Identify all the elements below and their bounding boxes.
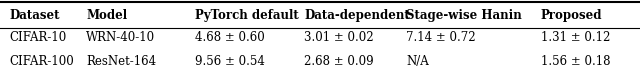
Text: CIFAR-100: CIFAR-100: [10, 55, 74, 68]
Text: WRN-40-10: WRN-40-10: [86, 31, 156, 44]
Text: 1.56 ± 0.18: 1.56 ± 0.18: [541, 55, 611, 68]
Text: PyTorch default: PyTorch default: [195, 9, 299, 22]
Text: N/A: N/A: [406, 55, 429, 68]
Text: Proposed: Proposed: [541, 9, 602, 22]
Text: CIFAR-10: CIFAR-10: [10, 31, 67, 44]
Text: ResNet-164: ResNet-164: [86, 55, 157, 68]
Text: 7.14 ± 0.72: 7.14 ± 0.72: [406, 31, 476, 44]
Text: Dataset: Dataset: [10, 9, 60, 22]
Text: Data-dependent: Data-dependent: [304, 9, 410, 22]
Text: Model: Model: [86, 9, 127, 22]
Text: 2.68 ± 0.09: 2.68 ± 0.09: [304, 55, 374, 68]
Text: 9.56 ± 0.54: 9.56 ± 0.54: [195, 55, 265, 68]
Text: 1.31 ± 0.12: 1.31 ± 0.12: [541, 31, 610, 44]
Text: Stage-wise Hanin: Stage-wise Hanin: [406, 9, 522, 22]
Text: 4.68 ± 0.60: 4.68 ± 0.60: [195, 31, 265, 44]
Text: 3.01 ± 0.02: 3.01 ± 0.02: [304, 31, 374, 44]
